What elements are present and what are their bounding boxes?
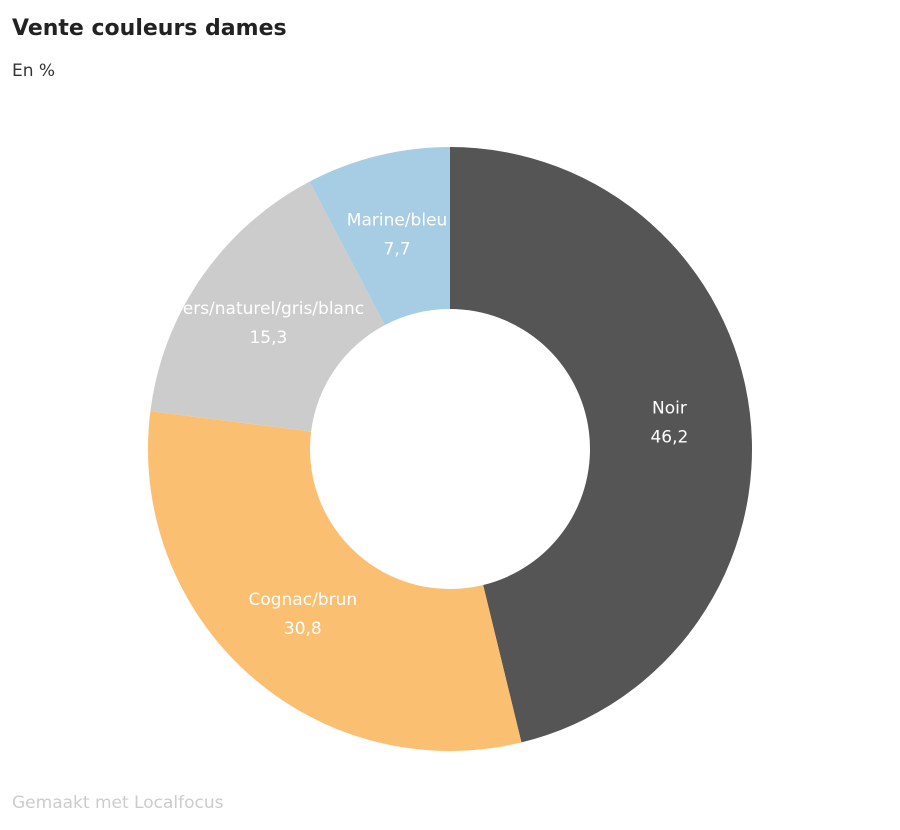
- slice-label: Cognac/brun: [248, 590, 357, 610]
- donut-slice: [309, 147, 450, 326]
- chart-subtitle: En %: [12, 61, 55, 81]
- slice-label: Noir: [652, 399, 687, 419]
- slice-label: vers/naturel/gris/blanc: [173, 299, 364, 319]
- footer: Gemaakt met Localfocus: [12, 793, 224, 813]
- value-label: 46,2: [650, 428, 688, 448]
- slice-label: Marine/bleu: [347, 210, 448, 230]
- value-label: 15,3: [249, 328, 287, 348]
- donut-slice: [450, 147, 752, 743]
- chart-title: Vente couleurs dames: [12, 16, 287, 41]
- value-label: 7,7: [384, 239, 411, 259]
- donut-slice: [150, 181, 385, 432]
- value-label: 30,8: [284, 619, 322, 639]
- donut-slice: [148, 411, 522, 751]
